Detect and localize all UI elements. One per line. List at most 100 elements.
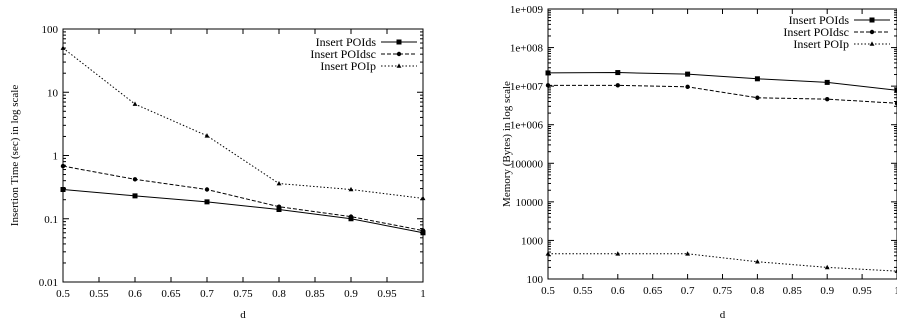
series-triangle: [545, 251, 897, 273]
data-point: [615, 251, 621, 256]
x-tick-label: 0.65: [643, 285, 663, 297]
x-axis-label: d: [240, 309, 246, 321]
x-tick-label: 1: [420, 288, 426, 300]
data-point: [824, 264, 830, 270]
x-tick-label: 0.75: [233, 288, 253, 300]
legend-label: Insert POIdsc: [783, 25, 849, 39]
x-tick-label: 0.55: [573, 285, 593, 297]
y-axis-label: Insertion Time (sec) in log scale: [9, 85, 21, 227]
x-axis-label: d: [720, 309, 726, 321]
y-tick-label: 1e+007: [510, 81, 544, 93]
x-tick-label: 0.85: [305, 288, 325, 300]
x-tick-label: 1: [894, 285, 897, 297]
x-tick-label: 0.65: [161, 288, 181, 300]
legend-label: Insert POIp: [320, 59, 376, 73]
series-line: [62, 47, 424, 199]
data-point: [348, 186, 354, 192]
series-circle: [60, 163, 426, 233]
data-point: [60, 163, 66, 169]
x-tick-label: 0.7: [200, 288, 214, 300]
data-point: [615, 83, 620, 88]
data-point: [420, 228, 426, 233]
data-point: [132, 177, 138, 182]
data-point: [204, 187, 210, 192]
y-tick-label: 1: [53, 151, 59, 163]
y-tick-label: 10: [47, 87, 59, 99]
y-tick-label: 1e+008: [510, 43, 544, 55]
y-tick-label: 1e+006: [510, 120, 544, 132]
legend-marker: [869, 41, 875, 46]
data-point: [276, 207, 282, 213]
series-square: [545, 70, 897, 93]
y-tick-label: 10000: [516, 197, 544, 209]
data-point: [755, 259, 760, 264]
series-line: [547, 72, 897, 91]
data-point: [132, 101, 138, 106]
series-square: [60, 187, 426, 236]
x-tick-label: 0.75: [713, 285, 733, 297]
y-tick-label: 100000: [510, 158, 544, 170]
legend-label: Insert POIds: [316, 35, 377, 49]
legend-label: Insert POIds: [789, 13, 850, 27]
data-point: [754, 76, 760, 82]
legend-marker: [396, 63, 402, 68]
data-point: [824, 79, 830, 85]
series-triangle: [60, 45, 426, 201]
memory-chart: 0.5 0.55 0.6 0.65 0.7 0.75 0.8 0.85 0.9 0.95 1 100 1…: [501, 4, 897, 321]
x-tick-label: 0.6: [611, 285, 625, 297]
data-point: [755, 95, 760, 100]
series-line: [62, 189, 424, 234]
series-circle: [545, 83, 897, 106]
data-point: [132, 193, 138, 199]
legend-marker: [869, 17, 875, 23]
x-tick-label: 0.7: [681, 285, 695, 297]
y-tick-label: 1000: [521, 235, 544, 247]
data-point: [60, 45, 66, 50]
data-point: [545, 70, 551, 76]
x-tick-label: 0.8: [272, 288, 286, 300]
series-line: [548, 84, 897, 104]
data-point: [685, 84, 690, 90]
x-tick-label: 0.5: [541, 285, 555, 297]
legend-label: Insert POIdsc: [310, 47, 376, 61]
data-point: [348, 214, 354, 219]
x-tick-label: 0.95: [377, 288, 397, 300]
y-tick-label: 100: [527, 274, 544, 286]
series-line: [62, 165, 424, 232]
y-tick-label: 100: [42, 24, 59, 36]
x-tick-label: 0.9: [820, 285, 834, 297]
legend-marker: [396, 39, 402, 45]
insertion-time-chart: 0.5 0.55 0.6 0.65 0.7 0.75 0.8 0.85 0.9 0.95 1 0.01…: [9, 24, 426, 321]
x-tick-label: 0.6: [128, 288, 142, 300]
data-point: [894, 268, 897, 273]
legend-marker: [396, 51, 402, 57]
x-tick-label: 0.85: [783, 285, 803, 297]
y-tick-label: 0.1: [44, 214, 58, 226]
data-point: [204, 199, 210, 205]
data-point: [545, 251, 551, 256]
legend-label: Insert POIp: [793, 37, 849, 51]
y-tick-label: 1e+009: [510, 4, 544, 16]
x-tick-label: 0.9: [344, 288, 358, 300]
y-tick-label: 0.01: [39, 277, 58, 289]
y-axis-label: Memory (Bytes) in log scale: [501, 81, 513, 207]
data-point: [825, 96, 830, 102]
data-point: [420, 195, 426, 201]
data-point: [894, 101, 897, 106]
data-point: [685, 71, 691, 77]
data-point: [615, 70, 621, 76]
series-line: [548, 253, 897, 272]
legend-marker: [869, 29, 875, 35]
x-tick-label: 0.8: [751, 285, 765, 297]
data-point: [894, 87, 897, 93]
x-tick-label: 0.55: [89, 288, 109, 300]
data-point: [276, 204, 282, 209]
data-point: [276, 180, 282, 186]
x-tick-label: 0.5: [56, 288, 70, 300]
data-point: [60, 187, 66, 193]
data-point: [685, 251, 690, 256]
data-point: [545, 83, 551, 88]
x-tick-label: 0.95: [852, 285, 872, 297]
data-point: [204, 133, 210, 138]
